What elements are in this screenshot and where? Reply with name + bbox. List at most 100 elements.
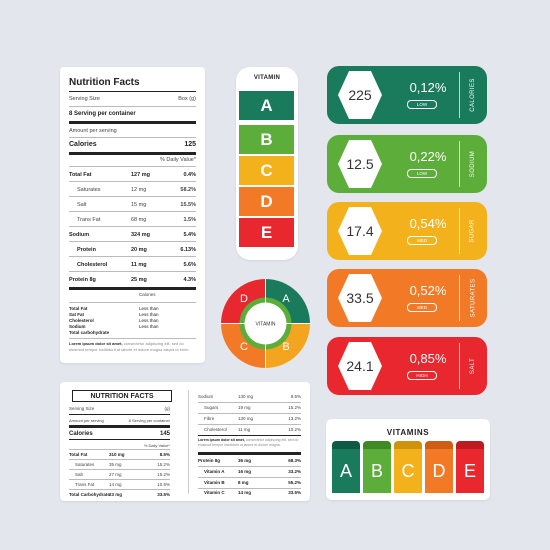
nutrient-qty: 127 mg [131, 172, 150, 178]
calories-row: Calories 145 [69, 431, 170, 437]
sugar-percent: 0,54% [409, 216, 447, 231]
table-row: Salt 15 mg 15.5% [69, 202, 196, 208]
nutrient-name: Protein 8g [69, 277, 96, 283]
divider [198, 452, 301, 455]
hexagon-icon [338, 140, 382, 188]
serving-size-row: Serving Size (g) [69, 406, 170, 411]
calories-label: Calories [69, 431, 93, 437]
vitamin-tab-a: A [332, 441, 360, 493]
divider [69, 489, 170, 490]
calories-percent: 0,12% [409, 80, 447, 95]
donut-letter-d: D [240, 293, 248, 305]
table-row: Saturates 12 mg 58.2% [69, 187, 196, 193]
sugar-name: SUGAR [463, 202, 483, 260]
nutrient-pct: 15.2% [288, 405, 301, 410]
footnote-body: consectetur adipiscing elit, sed do eius… [198, 438, 299, 447]
divider [69, 459, 170, 460]
vitamin-tab-b-letter: B [363, 449, 391, 493]
nutrient-pct: 1.5% [183, 217, 196, 223]
nutrient-pct: 8.5% [159, 452, 170, 457]
calories-name-text: CALORIES [470, 78, 477, 112]
saturates-name-text: SATURATES [470, 278, 476, 318]
sodium-name: SODIUM [463, 135, 483, 193]
nutrition-facts-wide-card: NUTRITION FACTS Serving Size (g) Amount … [60, 382, 310, 501]
sugar-value: 17.4 [346, 223, 374, 239]
list-item: Sat Fat Less than [69, 312, 196, 317]
divider [69, 211, 196, 212]
sodium-percent: 0,22% [409, 149, 447, 164]
sodium-label-card: 12.5 0,22% LOW SODIUM [327, 135, 487, 193]
table-row: Salt 27 mg 15.2% [69, 472, 170, 477]
footnote-bold: Lorem ipsum dolor sit amet, [198, 438, 245, 442]
nutrient-qty: 11 mg [238, 427, 251, 432]
hexagon-icon [338, 207, 382, 255]
amount-text: Amount per serving [69, 128, 117, 134]
list-item: Sodium Less than [69, 324, 196, 329]
nutrient-qty: 35 mg [109, 462, 122, 467]
divider [198, 435, 301, 436]
vitamin-grade-scale: VITAMIN A B C D E [236, 67, 298, 260]
table-row: Cholesterol 11 mg 5.6% [69, 262, 196, 268]
divider [69, 425, 170, 428]
table-row: Sodium 130 mg 9.5% [198, 394, 301, 399]
table-row: Vitamin A 16 mg 33.2% [198, 469, 301, 474]
nutrition-facts-title: NUTRITION FACTS [72, 390, 172, 402]
nutrient-pct: 15.2% [157, 472, 170, 477]
table-row: Vitamin B 8 mg 55.2% [198, 480, 301, 485]
nutrient-name: Salt [77, 202, 87, 208]
divider [69, 439, 170, 440]
table-row: Total Fat 310 mg 8.5% [69, 452, 170, 457]
nutrient-pct: 10.5% [157, 482, 170, 487]
grade-d: D [239, 187, 294, 216]
sub-row-value: Less than [139, 306, 159, 311]
divider [69, 271, 196, 272]
vitamin-tab-e: E [456, 441, 484, 493]
hexagon-icon [338, 342, 382, 390]
table-row: Sodium 324 mg 5.4% [69, 232, 196, 238]
list-item: Total carbohydrate [69, 330, 196, 335]
divider [69, 338, 196, 339]
nutrient-qty: 310 mg [109, 452, 125, 457]
donut-letter-c: C [240, 341, 248, 353]
divider [69, 414, 170, 415]
nutrient-name: Trans Fat [77, 217, 101, 223]
nutrient-pct: 33.5% [288, 490, 301, 495]
serving-size-value: Box (g) [178, 96, 196, 102]
calories-value: 125 [184, 141, 196, 148]
calories-label-card: 225 0,12% LOW CALORIES [327, 66, 487, 124]
divider [198, 402, 301, 403]
table-row: Cholesterol 11 mg 10.2% [198, 427, 301, 432]
nutrition-facts-title: Nutrition Facts [69, 77, 140, 88]
divider [69, 137, 196, 138]
nutrient-qty: 23 mg [109, 492, 123, 497]
saturates-percent: 0,52% [409, 283, 447, 298]
nutrient-qty: 11 mg [131, 262, 147, 268]
vitamin-tab-d: D [425, 441, 453, 493]
nutrient-name: Trans Fat [75, 482, 95, 487]
salt-value: 24.1 [346, 358, 374, 374]
nutrient-qty: 36 mg [238, 458, 252, 463]
nutrient-qty: 130 mg [238, 416, 254, 421]
calories-row: Calories 125 [69, 141, 196, 148]
daily-value-row: % Daily Value* [69, 157, 196, 163]
footnote-text: Lorem ipsum dolor sit amet, consectetur … [69, 341, 196, 352]
servings-row: Amount per serving 8 Serving per contain… [69, 418, 170, 423]
table-row: Vitamin C 14 mg 33.5% [198, 490, 301, 495]
sugar-level-badge: MED [407, 236, 437, 245]
saturates-level-badge: MED [407, 303, 437, 312]
nutrient-pct: 9.5% [290, 394, 301, 399]
salt-name-text: SALT [469, 357, 476, 375]
separator [459, 275, 460, 321]
donut-letter-b: B [282, 341, 289, 353]
nutrient-qty: 20 mg [131, 247, 147, 253]
saturates-name: SATURATES [463, 269, 483, 327]
sub-row-name: Cholesterol [69, 318, 94, 323]
footnote-bold: Lorem ipsum dolor sit amet, [69, 341, 123, 346]
sub-row-name: Total carbohydrate [69, 330, 110, 335]
nutrient-name: Protein 8g [198, 458, 221, 463]
nutrient-qty: 15 mg [131, 202, 147, 208]
nutrient-qty: 12 mg [131, 187, 147, 193]
list-item: Cholesterol Less than [69, 318, 196, 323]
divider [69, 166, 196, 167]
serving-size-row: Serving Size Box (g) [69, 96, 196, 102]
